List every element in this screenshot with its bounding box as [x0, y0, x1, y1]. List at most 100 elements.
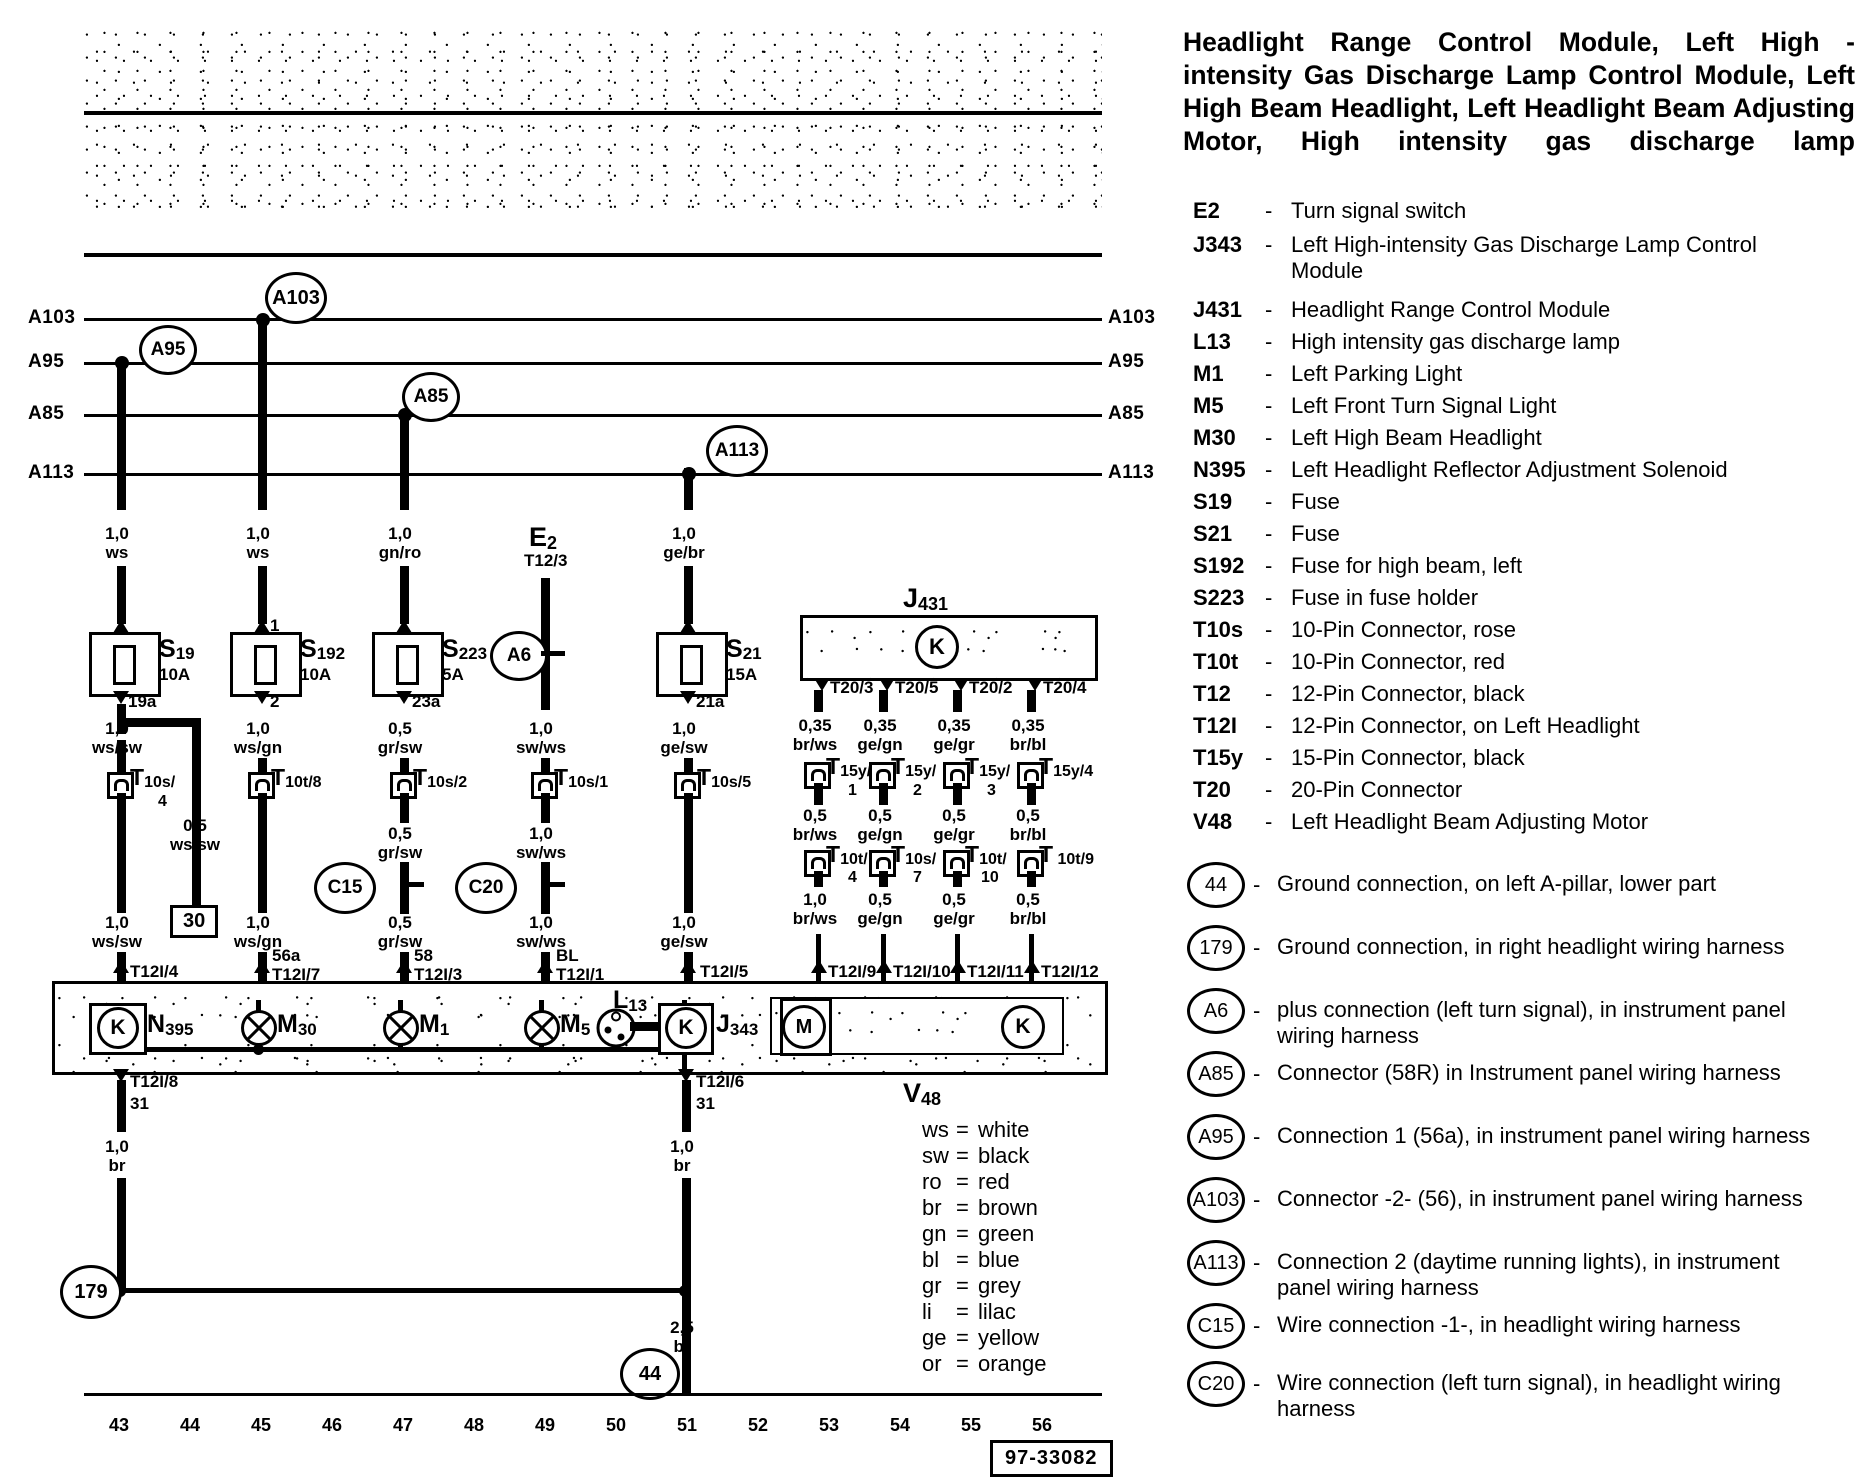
legend-dash: - — [1265, 232, 1273, 257]
box-out-arrow-j343 — [678, 1069, 694, 1082]
legend-row-t12l: T12I -12-Pin Connector, on Left Headlight — [1193, 713, 1811, 739]
j431-out-arrow-1 — [814, 678, 830, 691]
ref-circle: C20 — [1187, 1361, 1245, 1407]
bus-circle-a113: A113 — [706, 425, 768, 477]
color-legend-row: ge = yellow — [922, 1325, 1040, 1350]
legend-row-t10s: T10s -10-Pin Connector, rose — [1193, 617, 1811, 643]
legend-code: M30 — [1193, 425, 1236, 450]
legend-code: S21 — [1193, 521, 1233, 546]
rail-label-a95-right: A95 — [1108, 351, 1145, 372]
legend-code: N395 — [1193, 457, 1246, 482]
legend-dash: - — [1265, 681, 1273, 706]
grid-number: 49 — [534, 1415, 556, 1435]
a6-stub — [541, 651, 565, 656]
ref-desc: Connector -2- (56), in instrument panel … — [1277, 1186, 1803, 1211]
legend-desc: Left High-intensity Gas Discharge Lamp C… — [1291, 232, 1757, 283]
ref-circle-c20: C20 — [455, 862, 517, 914]
legend-dash: - — [1265, 489, 1273, 514]
terminal-box-30: 30 — [170, 905, 219, 938]
legend-desc: Left Parking Light — [1291, 361, 1463, 386]
rail-a95 — [84, 362, 1102, 365]
ref-desc: Ground connection, in right headlight wi… — [1277, 934, 1785, 959]
fuse-amp-s19: 10A — [159, 665, 191, 684]
ref-dash: - — [1253, 935, 1261, 960]
wire-col3-tofuse — [400, 566, 409, 624]
color-legend-row: bl = blue — [922, 1247, 1020, 1272]
wire-col1-toconn — [117, 740, 126, 782]
grid-number: 43 — [108, 1415, 130, 1435]
legend-dash: - — [1265, 198, 1273, 223]
fuse-label-s21: S21 — [726, 635, 762, 664]
fuse-element-s19 — [113, 645, 136, 685]
legend-desc: 10-Pin Connector, rose — [1291, 617, 1517, 642]
wire-j431-4c — [1027, 871, 1036, 887]
j431-t12l-pin-3: T12I/11 — [967, 962, 1024, 981]
grid-number: 56 — [1031, 1415, 1053, 1435]
ref-circle-c15: C15 — [314, 862, 376, 914]
box-out-term-31-left: 31 — [130, 1094, 149, 1113]
component-label-j343: J343 — [716, 1010, 759, 1039]
legend-code: L13 — [1193, 329, 1231, 354]
wire-j431-4b — [1027, 783, 1036, 805]
legend-dash: - — [1265, 585, 1273, 610]
fuse-out-arrow-s19 — [113, 691, 129, 704]
legend-panel: Headlight Range Control Module, Left Hig… — [1175, 0, 1865, 1472]
fuse-out-pin-s223: 23a — [412, 692, 441, 711]
wire-j431-4d — [1029, 934, 1034, 982]
ref-dash: - — [1253, 1061, 1261, 1086]
rail-a103 — [84, 318, 1102, 321]
legend-dash: - — [1265, 361, 1273, 386]
connector-label-t10t9: T 10t/9 — [1039, 841, 1094, 869]
grid-number: 44 — [179, 1415, 201, 1435]
component-label-n395: N395 — [147, 1010, 194, 1039]
wire-branch-down-30 — [192, 718, 201, 908]
color-legend-row: li = lilac — [922, 1299, 1016, 1324]
legend-desc: Fuse — [1291, 489, 1340, 514]
j431-wire-cap-3a: 0,35 ge/gr — [933, 716, 975, 754]
legend-code: S19 — [1193, 489, 1233, 514]
legend-desc: Left Headlight Beam Adjusting Motor — [1291, 809, 1649, 834]
legend-row-v48: V48 - Left Headlight Beam Adjusting Motor — [1193, 809, 1811, 835]
wire-col4-midlower — [541, 793, 550, 823]
wire-col5-lower — [684, 793, 693, 913]
wire-caption-col1-top: 1,0 ws — [105, 524, 129, 562]
fuse-in-arrow-s19 — [113, 620, 129, 633]
ref-circle: A113 — [1187, 1240, 1245, 1286]
wire-caption-col4-mid: 1,0 sw/ws — [515, 719, 567, 757]
ref-dash: - — [1253, 1250, 1261, 1275]
ref-circle-a6: A6 — [490, 631, 548, 681]
rail-a113 — [84, 473, 1102, 476]
wire-j431-2b — [879, 783, 888, 805]
legend-desc: 12-Pin Connector, black — [1291, 681, 1525, 706]
wire-j431-1b — [814, 783, 823, 805]
j431-wire-cap-1b: 0,5 br/ws — [792, 806, 838, 844]
grid-number: 55 — [960, 1415, 982, 1435]
j431-pin-3: T20/2 — [969, 678, 1013, 697]
legend-code: S192 — [1193, 553, 1245, 578]
j431-wire-cap-2a: 0,35 ge/gn — [857, 716, 903, 754]
fuse-element-s192 — [254, 645, 277, 685]
legend-desc: 15-Pin Connector, black — [1291, 745, 1525, 770]
fuse-amp-s192: 10A — [300, 665, 332, 684]
wire-color-legend: ws = white sw = black ro = red br = brown gn = gre… — [922, 1117, 1047, 1377]
harness-bottom-line — [84, 253, 1102, 257]
legend-code: T12 — [1193, 681, 1231, 706]
wire-col3-top — [400, 412, 409, 510]
fuse-amp-s223: 5A — [442, 665, 464, 684]
legend-desc: Left Front Turn Signal Light — [1291, 393, 1557, 418]
ref-desc: plus connection (left turn signal), in i… — [1277, 997, 1786, 1048]
box-in-arrow-c4 — [537, 960, 553, 973]
fuse-out-arrow-s21 — [680, 691, 696, 704]
wire-caption-col5-lower: 1,0 ge/sw — [660, 913, 708, 951]
legend-row-m5: M5 - Left Front Turn Signal Light — [1193, 393, 1811, 419]
legend-code: T10t — [1193, 649, 1239, 674]
wire-j431-2a — [879, 690, 888, 712]
connector-label-t10t8: T10t/8 — [271, 764, 322, 792]
wire-col3-toconn — [400, 758, 409, 782]
fuse-out-arrow-s192 — [254, 691, 270, 704]
wire-j431-3a — [953, 690, 962, 712]
wire-col1-tofuse — [117, 566, 126, 624]
wire-caption-col4-lower: 1,0 sw/ws — [515, 913, 567, 951]
box-ground-dot-m30 — [253, 1044, 264, 1055]
wire-caption-col3-top: 1,0 gn/ro — [378, 524, 422, 562]
